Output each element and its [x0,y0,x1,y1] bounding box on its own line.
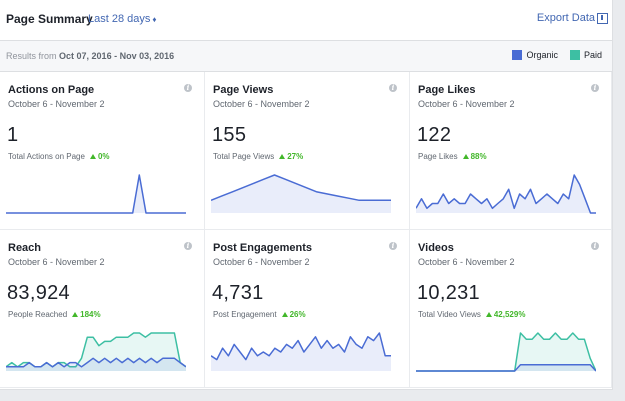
card-page-likes[interactable]: Page Likes October 6 - November 2 i 122 … [410,72,612,230]
legend: Organic Paid [500,50,602,60]
results-dates: Oct 07, 2016 - Nov 03, 2016 [59,51,175,61]
card-sub-label: Page Likes [418,152,458,161]
card-value: 155 [212,124,247,146]
results-bar: Results from Oct 07, 2016 - Nov 03, 2016… [0,41,612,72]
organic-series-line [416,174,596,214]
change-value: 0% [97,152,110,161]
info-icon[interactable]: i [591,242,599,250]
info-icon[interactable]: i [591,84,599,92]
card-date-range: October 6 - November 2 [8,99,105,109]
card-title: Videos [418,242,454,254]
card-subtitle: Total Video Views 42,529% [418,310,525,319]
up-arrow-icon [72,312,79,317]
card-value: 1 [7,124,19,146]
results-range: Results from Oct 07, 2016 - Nov 03, 2016 [6,51,174,61]
change-value: 27% [287,152,304,161]
change-badge: 26% [281,310,306,319]
paid-series-area [416,333,596,371]
metrics-grid: Actions on Page October 6 - November 2 i… [0,72,612,388]
card-value: 122 [417,124,452,146]
card-value: 83,924 [7,282,70,304]
card-subtitle: People Reached 184% [8,310,101,319]
legend-organic-label: Organic [526,50,558,60]
card-sub-label: Total Video Views [418,310,481,319]
page-title: Page Summary [6,12,93,26]
organic-series-line [211,332,391,361]
paid-series-area [6,333,186,371]
card-date-range: October 6 - November 2 [8,257,105,267]
sparkline [211,174,391,213]
card-sub-label: Total Actions on Page [8,152,85,161]
change-badge: 88% [462,152,487,161]
change-value: 42,529% [493,310,526,319]
up-arrow-icon [281,312,288,317]
sparkline [416,332,596,372]
export-data-button[interactable]: Export Data [537,12,608,24]
organic-series-line [6,174,186,214]
card-title: Post Engagements [213,242,313,254]
card-sub-label: Post Engagement [213,310,277,319]
change-value: 88% [470,152,487,161]
info-icon[interactable]: i [389,242,397,250]
card-post-engagements[interactable]: Post Engagements October 6 - November 2 … [205,230,410,388]
organic-series-area [211,175,391,213]
card-subtitle: Post Engagement 26% [213,310,306,319]
card-subtitle: Total Page Views 27% [213,152,303,161]
date-range-dropdown[interactable]: Last 28 days ♦ [88,13,156,25]
organic-series-area [416,364,596,371]
change-badge: 184% [72,310,101,319]
info-icon[interactable]: i [389,84,397,92]
change-badge: 27% [279,152,303,161]
legend-swatch-organic [512,50,523,60]
results-prefix: Results from [6,51,57,61]
card-date-range: October 6 - November 2 [213,99,310,109]
card-subtitle: Page Likes 88% [418,152,487,161]
card-sub-label: Total Page Views [213,152,275,161]
change-badge: 0% [89,152,110,161]
up-arrow-icon [485,312,492,317]
card-page-views[interactable]: Page Views October 6 - November 2 i 155 … [205,72,410,230]
card-videos[interactable]: Videos October 6 - November 2 i 10,231 T… [410,230,612,388]
date-range-label: Last 28 days [88,13,151,25]
up-arrow-icon [279,154,286,159]
organic-series-area [6,358,186,371]
card-date-range: October 6 - November 2 [418,257,515,267]
card-date-range: October 6 - November 2 [213,257,310,267]
card-title: Page Views [213,84,274,96]
info-icon[interactable]: i [184,242,192,250]
card-title: Actions on Page [8,84,95,96]
card-date-range: October 6 - November 2 [418,99,515,109]
info-icon[interactable]: i [184,84,192,92]
organic-series-line [211,174,391,202]
card-title: Reach [8,242,42,254]
card-sub-label: People Reached [8,310,68,319]
organic-series-area [6,175,186,213]
card-value: 4,731 [212,282,264,304]
summary-header: Page Summary Last 28 days ♦ Export Data [0,0,612,41]
card-title: Page Likes [418,84,476,96]
sparkline [211,332,391,371]
change-value: 184% [80,310,101,319]
download-icon [597,12,608,24]
card-value: 10,231 [417,282,480,304]
organic-series-line [416,363,596,372]
legend-swatch-paid [569,50,580,60]
organic-series-area [211,333,391,371]
sparkline [6,332,186,371]
up-arrow-icon [462,154,469,159]
card-reach[interactable]: Reach October 6 - November 2 i 83,924 Pe… [0,230,205,388]
export-data-label: Export Data [536,12,595,24]
change-badge: 42,529% [485,310,526,319]
card-subtitle: Total Actions on Page 0% [8,152,110,161]
legend-paid-label: Paid [583,50,602,60]
up-arrow-icon [89,154,96,159]
page-summary-panel: Page Summary Last 28 days ♦ Export Data R… [0,0,613,390]
organic-series-line [6,357,186,368]
card-actions-on-page[interactable]: Actions on Page October 6 - November 2 i… [0,72,205,230]
sparkline [416,174,596,214]
sparkline [6,174,186,214]
caret-icon: ♦ [152,15,157,24]
change-value: 26% [289,310,306,319]
